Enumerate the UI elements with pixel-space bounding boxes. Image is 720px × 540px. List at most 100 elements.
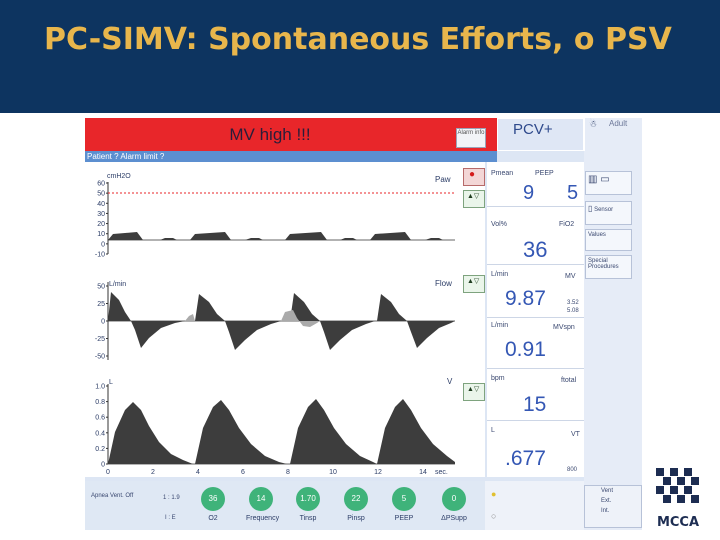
time-tick: 12 [374, 469, 382, 476]
int-mode-option[interactable]: Int. [601, 508, 610, 514]
flow-tick: 0 [101, 319, 105, 326]
vent-int-ext-panel[interactable]: Vent Ext. Int. [584, 485, 642, 528]
status-indicator-icon: ● [491, 489, 497, 499]
o2-knob[interactable]: 36 [201, 487, 225, 511]
alarm-limits-button[interactable]: ▥ ▭ [585, 171, 632, 195]
pmean-value: 9 [523, 182, 535, 204]
pressure-tick: 50 [97, 191, 105, 198]
tinsp-knob-label: Tinsp [299, 515, 317, 522]
frequency-knob-label: Frequency [246, 515, 280, 522]
volume-tick: 0.8 [95, 399, 105, 406]
numeric-label: bpm [491, 375, 505, 382]
pressure-tick: 30 [97, 211, 105, 218]
message-bar: Patient ? Alarm limit ? [85, 151, 497, 162]
numeric-ftotal: bpm ftotal 15 [487, 369, 584, 421]
numeric-mv: L/min MV 9.87 3.52 5.08 [487, 265, 584, 318]
pressure-label: Paw [435, 175, 451, 184]
numeric-label-2: MV [565, 273, 576, 280]
numeric-label: Vol% [491, 221, 507, 228]
pressure-tick: -10 [95, 252, 105, 259]
flow-tick: -25 [95, 336, 105, 343]
patient-type[interactable]: ☃ Adult [584, 118, 642, 151]
pressure-unit: cmH2O [107, 173, 131, 180]
flow-scale-button[interactable]: ▲▽ [463, 275, 485, 293]
mvspn-value: 0.91 [505, 338, 546, 361]
pressure-scale-button[interactable]: ▲▽ [463, 190, 485, 208]
pinsp-knob[interactable]: 22 [344, 487, 368, 511]
ext-mode-option[interactable]: Ext. [601, 498, 612, 504]
flow-unit: L/min [109, 281, 126, 288]
patient-icon: ☃ [589, 119, 598, 129]
freeze-button[interactable]: ● [463, 168, 485, 186]
ventilator-screen: MV high !!! Alarm info PCV+ ☃ Adult Pati… [85, 118, 642, 530]
time-tick: 4 [196, 469, 200, 476]
status-indicator-icon: ○ [491, 511, 497, 521]
peep-knob-label: PEEP [394, 515, 414, 522]
time-tick: 0 [106, 469, 110, 476]
alarm-info-button[interactable]: Alarm info [456, 128, 486, 148]
pressure-tick: 60 [97, 181, 105, 188]
numeric-vt: L VT .677 800 [487, 421, 584, 477]
alarm-message: MV high !!! [229, 125, 311, 144]
volume-tick: 0 [101, 462, 105, 469]
sensor-label: Sensor [594, 207, 614, 213]
numeric-label: L/min [491, 322, 509, 329]
sensor-icon: ▯ [588, 204, 593, 213]
volume-tick: 1.0 [95, 384, 105, 391]
volume-y-ticks: 1.0 0.8 0.6 0.4 0.2 0 [95, 384, 108, 469]
values-button[interactable]: Values [585, 229, 632, 251]
volume-tick: 0.2 [95, 446, 105, 453]
numeric-label-2: MVspn [553, 324, 575, 331]
pressure-y-ticks: 60 50 40 30 20 10 0 -10 [95, 181, 108, 259]
frequency-knob[interactable]: 14 [249, 487, 273, 511]
psupp-knob[interactable]: 0 [442, 487, 466, 511]
pressure-tick: 20 [97, 221, 105, 228]
pressure-tick: 10 [97, 231, 105, 238]
tinsp-knob[interactable]: 1.70 [296, 487, 320, 511]
scale-icon: ▲▽ [467, 278, 480, 285]
o2-knob-label: O2 [208, 515, 218, 522]
volume-unit: L [109, 379, 113, 386]
waveform-area: cmH2O Paw 60 50 40 30 20 10 0 -10 L/min Flow 50… [85, 162, 485, 477]
pinsp-knob-label: Pinsp [347, 515, 365, 522]
special-procedures-button[interactable]: Special Procedures [585, 255, 632, 279]
vt-value: .677 [505, 447, 546, 470]
time-axis-unit: sec. [435, 469, 448, 476]
volume-scale-button[interactable]: ▲▽ [463, 383, 485, 401]
sensor-button[interactable]: ▯ Sensor [585, 201, 632, 225]
vent-mode-option[interactable]: Vent [601, 488, 614, 494]
freeze-icon: ● [469, 169, 476, 180]
peep-value: 5 [567, 182, 579, 204]
vt-alarm-limit: 800 [567, 467, 578, 473]
pressure-tick: 40 [97, 201, 105, 208]
volume-tick: 0.4 [95, 430, 105, 437]
flow-tick: 25 [97, 301, 105, 308]
alarm-banner: MV high !!! Alarm info [85, 118, 497, 151]
psupp-knob-label: ΔPSupp [441, 515, 467, 522]
numeric-pmean-peep: Pmean PEEP 9 5 [487, 162, 584, 207]
flow-waveform-mandatory [108, 292, 455, 350]
peep-knob[interactable]: 5 [392, 487, 416, 511]
ventilation-mode[interactable]: PCV+ [497, 118, 584, 151]
mcca-logo-text: MCCA [656, 515, 700, 530]
numeric-label: Pmean [491, 170, 514, 177]
time-tick: 10 [329, 469, 337, 476]
flow-tick: -50 [95, 354, 105, 361]
mcca-logo: MCCA [650, 466, 706, 532]
ie-ratio-value: 1 : 1.9 [163, 495, 180, 501]
patient-type-label: Adult [609, 119, 628, 128]
flow-y-ticks: 50 25 0 -25 -50 [95, 284, 108, 361]
flow-tick: 50 [97, 284, 105, 291]
numeric-label-2: VT [571, 431, 580, 438]
apnea-ventilation-status[interactable]: Apnea Vent. Off [91, 493, 134, 499]
alarm-limits-icon: ▥ ▭ [588, 174, 610, 185]
scale-icon: ▲▽ [467, 386, 480, 393]
special-procedures-label: Special Procedures [588, 258, 619, 270]
slide-title: PC-SIMV: Spontaneous Efforts, o PSV [44, 22, 672, 57]
mv-alarm-low: 5.08 [567, 308, 579, 314]
ie-ratio-label: I : E [165, 515, 176, 521]
control-bar: Apnea Vent. Off 1 : 1.9 I : E 36 O2 14 F… [85, 481, 485, 530]
volume-waveform [108, 399, 455, 464]
numeric-label: L/min [491, 271, 509, 278]
